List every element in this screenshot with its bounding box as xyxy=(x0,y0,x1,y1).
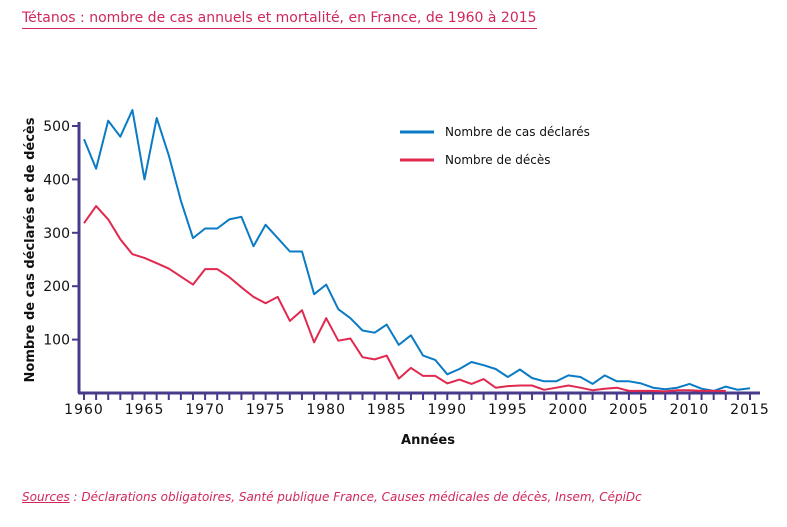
x-tick-label: 1995 xyxy=(488,402,528,418)
x-tick-label: 1970 xyxy=(185,402,225,418)
x-tick-label: 1980 xyxy=(306,402,346,418)
y-tick-label: 100 xyxy=(43,333,70,349)
series-line-cases xyxy=(83,109,751,392)
x-tick-label: 1985 xyxy=(367,402,407,418)
source-note: Sources : Déclarations obligatoires, San… xyxy=(22,490,642,504)
source-text: : Déclarations obligatoires, Santé publi… xyxy=(69,490,642,504)
y-tick-label: 300 xyxy=(43,226,70,242)
y-tick-label: 200 xyxy=(43,279,70,295)
x-axis-label: Années xyxy=(401,433,455,448)
source-label: Sources xyxy=(22,490,70,504)
x-tick-label: 2010 xyxy=(670,402,710,418)
legend-label: Nombre de cas déclarés xyxy=(445,125,590,139)
x-tick-label: 1975 xyxy=(246,402,286,418)
x-tick-label: 2015 xyxy=(730,402,770,418)
x-tick-label: 2005 xyxy=(609,402,649,418)
y-tick-label: 500 xyxy=(43,119,70,135)
chart-title: Tétanos : nombre de cas annuels et morta… xyxy=(22,10,537,29)
x-tick-label: 1990 xyxy=(427,402,467,418)
x-tick-label: 1960 xyxy=(64,402,104,418)
legend-label: Nombre de décès xyxy=(445,153,551,167)
y-tick-label: 400 xyxy=(43,172,70,188)
chart: 1960 1965 1970 1975 1980 1985 1990 1995 2000 2005… xyxy=(23,109,770,448)
y-axis-label: Nombre de cas déclarés et de décès xyxy=(23,117,38,382)
series-line-deaths xyxy=(83,205,726,393)
x-tick-label: 1965 xyxy=(125,402,165,418)
x-tick-label: 2000 xyxy=(549,402,589,418)
